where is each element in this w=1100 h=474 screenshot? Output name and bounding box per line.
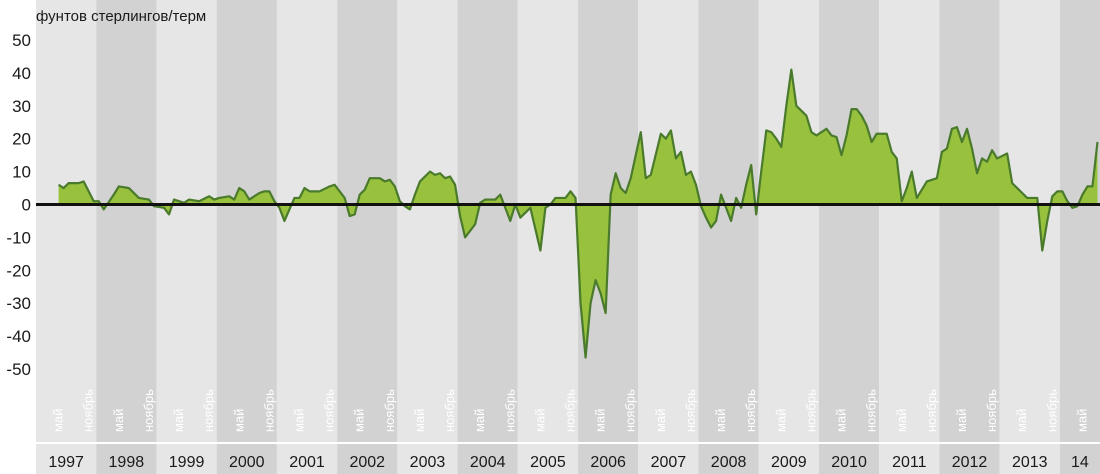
year-band — [879, 0, 940, 474]
year-label: 2007 — [651, 454, 687, 471]
month-label: ноябрь — [743, 389, 758, 432]
year-label: 2013 — [1012, 454, 1048, 471]
year-band — [457, 0, 518, 474]
month-label: ноябрь — [563, 389, 578, 432]
series-line — [57, 68, 1099, 359]
year-label: 1999 — [169, 454, 205, 471]
year-label: 2012 — [952, 454, 988, 471]
year-band — [758, 0, 819, 474]
y-tick-label: -50 — [6, 360, 31, 379]
month-label: ноябрь — [261, 389, 276, 432]
month-label: ноябрь — [683, 389, 698, 432]
year-label: 2001 — [289, 454, 325, 471]
month-label: май — [532, 409, 547, 432]
year-band — [337, 0, 398, 474]
year-label: 14 — [1071, 454, 1089, 471]
y-tick-label: 40 — [12, 64, 31, 83]
month-label: ноябрь — [322, 389, 337, 432]
year-label: 1997 — [48, 454, 84, 471]
year-band — [156, 0, 217, 474]
year-band — [36, 0, 97, 474]
month-label: ноябрь — [141, 389, 156, 432]
month-label: ноябрь — [924, 389, 939, 432]
y-tick-label: -10 — [6, 228, 31, 247]
y-tick-label: 20 — [12, 130, 31, 149]
y-tick-label: 0 — [22, 196, 31, 215]
month-label: ноябрь — [803, 389, 818, 432]
year-band — [1059, 0, 1100, 474]
year-label: 1998 — [109, 454, 145, 471]
month-label: май — [954, 409, 969, 432]
year-label: 2005 — [530, 454, 566, 471]
year-label: 2004 — [470, 454, 506, 471]
month-label: ноябрь — [502, 389, 517, 432]
year-band — [999, 0, 1060, 474]
year-band — [517, 0, 579, 474]
month-label: май — [1074, 409, 1089, 432]
month-label: май — [834, 409, 849, 432]
year-label: 2006 — [590, 454, 626, 471]
month-label: ноябрь — [984, 389, 999, 432]
year-band — [698, 0, 759, 474]
year-label: 2003 — [410, 454, 446, 471]
y-tick-label: -20 — [6, 261, 31, 280]
year-band — [96, 0, 157, 474]
month-label: май — [773, 409, 788, 432]
year-label: 2008 — [711, 454, 747, 471]
year-label: 2011 — [892, 454, 927, 471]
year-band — [216, 0, 277, 474]
month-label: ноябрь — [201, 389, 216, 432]
month-label: май — [713, 409, 728, 432]
month-label: май — [1014, 409, 1029, 432]
year-band — [818, 0, 880, 474]
month-label: ноябрь — [442, 389, 457, 432]
y-tick-label: -30 — [6, 294, 31, 313]
year-label: 2000 — [229, 454, 265, 471]
y-axis-unit-label: фунтов стерлингов/терм — [36, 8, 206, 25]
month-label: май — [412, 409, 427, 432]
year-bands — [36, 0, 1100, 474]
month-label: май — [593, 409, 608, 432]
y-tick-label: 50 — [12, 31, 31, 50]
y-tick-label: 10 — [12, 163, 31, 182]
x-axis: май ноябрь 1997 май ноябрь 1998 май ноябрь 1999 м… — [48, 389, 1089, 471]
month-label: май — [472, 409, 487, 432]
month-label: ноябрь — [81, 389, 96, 432]
y-tick-label: 30 — [12, 97, 31, 116]
year-label: 2009 — [771, 454, 807, 471]
year-band — [939, 0, 1000, 474]
month-label: ноябрь — [1044, 389, 1059, 432]
month-label: май — [653, 409, 668, 432]
year-label: 2010 — [831, 454, 867, 471]
month-label: май — [894, 409, 909, 432]
year-band — [397, 0, 458, 474]
month-label: ноябрь — [623, 389, 638, 432]
month-label: ноябрь — [864, 389, 879, 432]
month-label: май — [171, 409, 186, 432]
month-label: май — [231, 409, 246, 432]
month-label: ноябрь — [382, 389, 397, 432]
year-band — [638, 0, 699, 474]
y-tick-label: -40 — [6, 327, 31, 346]
month-label: май — [352, 409, 367, 432]
plot-area — [36, 68, 1100, 359]
year-label: 2002 — [349, 454, 385, 471]
month-label: май — [51, 409, 66, 432]
month-label: май — [291, 409, 306, 432]
y-axis: 50 40 30 20 10 0 -10 -20 -30 -40 -50 — [6, 31, 31, 379]
year-band — [276, 0, 338, 474]
month-label: май — [111, 409, 126, 432]
